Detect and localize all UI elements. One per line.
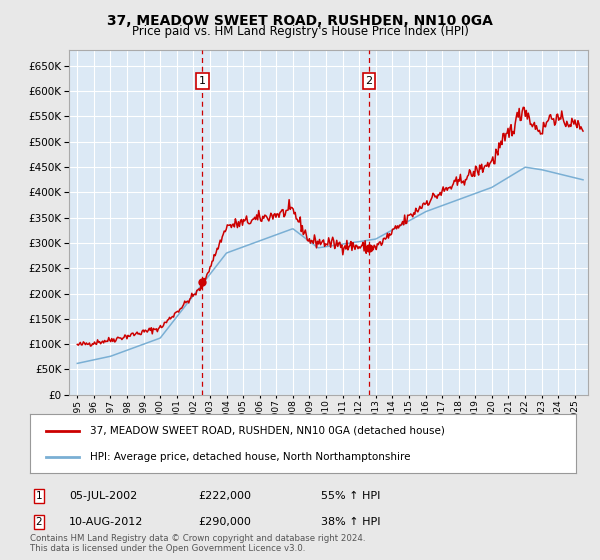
Text: 2: 2 xyxy=(35,517,43,527)
Text: 37, MEADOW SWEET ROAD, RUSHDEN, NN10 0GA (detached house): 37, MEADOW SWEET ROAD, RUSHDEN, NN10 0GA… xyxy=(90,426,445,436)
Text: 2: 2 xyxy=(365,76,373,86)
Text: Price paid vs. HM Land Registry's House Price Index (HPI): Price paid vs. HM Land Registry's House … xyxy=(131,25,469,38)
Text: 05-JUL-2002: 05-JUL-2002 xyxy=(69,491,137,501)
Text: 55% ↑ HPI: 55% ↑ HPI xyxy=(321,491,380,501)
Text: 10-AUG-2012: 10-AUG-2012 xyxy=(69,517,143,527)
Text: 1: 1 xyxy=(199,76,206,86)
Text: 38% ↑ HPI: 38% ↑ HPI xyxy=(321,517,380,527)
Text: Contains HM Land Registry data © Crown copyright and database right 2024.
This d: Contains HM Land Registry data © Crown c… xyxy=(30,534,365,553)
Text: 37, MEADOW SWEET ROAD, RUSHDEN, NN10 0GA: 37, MEADOW SWEET ROAD, RUSHDEN, NN10 0GA xyxy=(107,14,493,28)
Text: £290,000: £290,000 xyxy=(198,517,251,527)
Text: £222,000: £222,000 xyxy=(198,491,251,501)
Text: HPI: Average price, detached house, North Northamptonshire: HPI: Average price, detached house, Nort… xyxy=(90,452,410,462)
Text: 1: 1 xyxy=(35,491,43,501)
